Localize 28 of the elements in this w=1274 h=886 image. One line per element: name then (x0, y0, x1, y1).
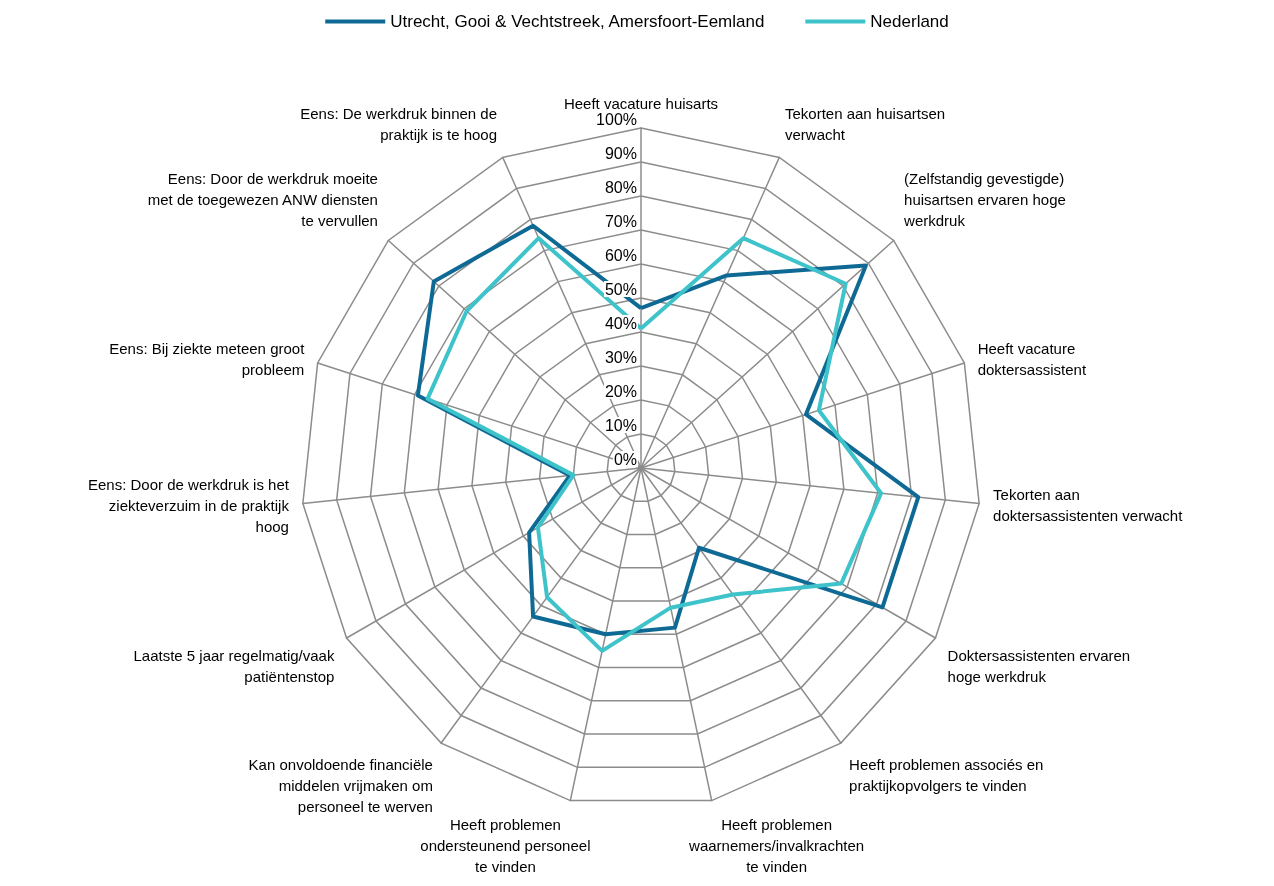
spoke-label: Heeft vacature doktersassistent (977, 339, 1087, 378)
legend-label: Utrecht, Gooi & Vechtstreek, Amersfoort-Eemland (390, 12, 765, 31)
spoke-label: Heeft problemen associés en praktijkopvolgers te vinden (849, 756, 1044, 795)
legend-label: Nederland (870, 12, 949, 31)
spoke-label: Eens: Door de werkdruk is het ziekteverzuim in de praktijk hoog (88, 475, 290, 535)
spoke-label: Tekorten aan doktersassistenten verwacht (993, 486, 1184, 524)
y-tick-label: 50% (604, 280, 637, 298)
spoke-label: (Zelfstandig gevestigde) huisartsen ervaren hoge werkdruk (903, 170, 1066, 230)
y-tick-label: 60% (604, 246, 637, 264)
spoke-label: Heeft vacature huisarts (563, 95, 719, 112)
y-tick-label: 90% (604, 144, 637, 162)
y-tick-label: 20% (604, 382, 637, 400)
y-tick-label: 100% (596, 110, 637, 128)
y-tick-label: 40% (604, 314, 637, 332)
spoke-label: Eens: De werkdruk binnen de praktijk is te hoog (300, 104, 498, 143)
y-tick-label: 30% (604, 348, 637, 366)
spoke-label: Laatste 5 jaar regelmatig/vaak patiëntenstop (133, 647, 335, 685)
spoke-label: Doktersassistenten ervaren hoge werkdruk (947, 647, 1131, 685)
spoke-label: Heeft problemen ondersteunend personeel te vinden (420, 816, 591, 876)
y-tick-label: 70% (604, 212, 637, 230)
y-tick-label: 0% (613, 450, 637, 468)
y-tick-label: 10% (604, 416, 637, 434)
spoke-label: Eens: Bij ziekte meteen groot probleem (109, 339, 306, 378)
spoke-label: Tekorten aan huisartsen verwacht (784, 104, 946, 143)
y-tick-label: 80% (604, 178, 637, 196)
spoke-label: Heeft problemen waarnemers/invalkrachten te vinden (688, 816, 865, 876)
spoke-label: Eens: Door de werkdruk moeite met de toegewezen ANW diensten te vervullen (147, 170, 378, 230)
spoke-label: Kan onvoldoende financiële middelen vrijmaken om personeel te werven (248, 756, 433, 816)
